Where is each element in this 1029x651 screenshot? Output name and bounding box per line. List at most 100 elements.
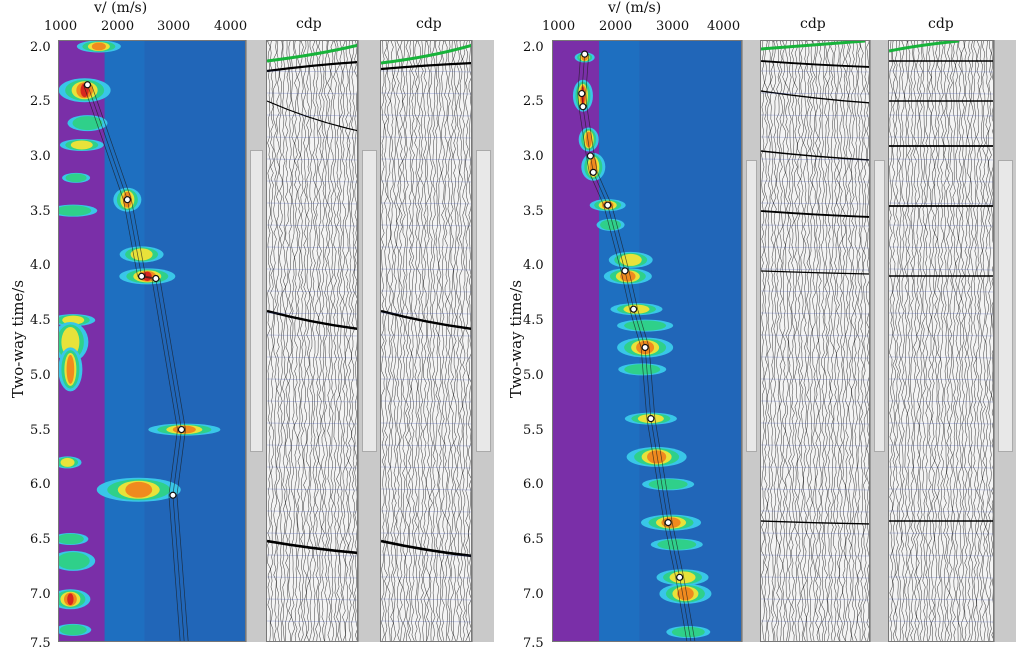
- semblance-blob: [59, 624, 87, 636]
- seismic-trace: [866, 41, 869, 641]
- right-y-tick-label: 4.5: [523, 313, 544, 328]
- scrollbar-thumb[interactable]: [250, 150, 263, 452]
- velocity-trend-line: [91, 84, 189, 641]
- left-scrollbar[interactable]: [246, 40, 266, 642]
- noise-line: [381, 400, 471, 403]
- mute-curve: [889, 41, 960, 53]
- seismic-trace: [860, 41, 864, 641]
- seismic-trace: [836, 41, 840, 641]
- seismic-trace: [809, 41, 813, 641]
- left-gather-2-scrollbar[interactable]: [472, 40, 494, 642]
- noise-line: [381, 598, 471, 601]
- right-axis-title: v/ (m/s): [608, 0, 662, 16]
- noise-line: [381, 554, 471, 557]
- noise-line: [267, 92, 357, 95]
- semblance-blob: [67, 593, 74, 606]
- noise-line: [889, 444, 993, 447]
- noise-line: [267, 114, 357, 117]
- reflection-event: [381, 539, 471, 558]
- seismic-trace: [827, 41, 831, 641]
- noise-line: [761, 114, 869, 117]
- seismic-trace: [797, 41, 801, 641]
- seismic-trace: [943, 41, 947, 641]
- seismic-trace: [462, 41, 466, 641]
- noise-line: [889, 488, 993, 491]
- noise-line: [889, 70, 993, 73]
- right-gather-1-scrollbar[interactable]: [870, 40, 888, 642]
- left-gather-1-label: cdp: [296, 16, 322, 32]
- right-y-tick-label: 6.0: [523, 477, 544, 492]
- noise-line: [889, 554, 993, 557]
- scrollbar-thumb[interactable]: [362, 150, 377, 452]
- seismic-trace: [892, 41, 896, 641]
- seismic-trace: [402, 41, 406, 641]
- noise-line: [381, 114, 471, 117]
- scrollbar-thumb[interactable]: [746, 160, 757, 452]
- noise-line: [267, 158, 357, 161]
- noise-line: [889, 180, 993, 183]
- noise-line: [267, 466, 357, 469]
- seismic-trace: [806, 41, 810, 641]
- scrollbar-thumb[interactable]: [874, 160, 885, 452]
- noise-line: [381, 576, 471, 579]
- mute-curve: [381, 43, 471, 65]
- noise-line: [381, 224, 471, 227]
- velocity-trend-line: [83, 84, 181, 641]
- seismic-trace: [450, 41, 454, 641]
- noise-line: [889, 312, 993, 315]
- seismic-trace: [297, 41, 301, 641]
- right-y-tick-label: 2.5: [523, 94, 544, 109]
- noise-line: [761, 312, 869, 315]
- seismic-trace: [456, 41, 460, 641]
- left-gather-1-scrollbar[interactable]: [358, 40, 380, 642]
- left-y-tick-label: 3.5: [30, 204, 51, 219]
- seismic-trace: [351, 41, 355, 641]
- seismic-trace: [979, 41, 983, 641]
- noise-line: [761, 158, 869, 161]
- noise-line: [889, 598, 993, 601]
- left-y-tick-label: 2.5: [30, 94, 51, 109]
- semblance-blob: [70, 140, 93, 150]
- seismic-trace: [381, 41, 385, 641]
- noise-line: [381, 158, 471, 161]
- seismic-trace: [459, 41, 463, 641]
- seismic-trace: [399, 41, 403, 641]
- semblance-blob: [59, 533, 84, 545]
- velocity-pick: [589, 168, 597, 176]
- scrollbar-thumb[interactable]: [476, 150, 491, 452]
- seismic-trace: [282, 41, 286, 641]
- seismic-trace: [312, 41, 316, 641]
- seismic-trace: [387, 41, 391, 641]
- seismic-trace: [955, 41, 959, 641]
- noise-line: [761, 488, 869, 491]
- seismic-trace: [411, 41, 415, 641]
- scrollbar-thumb[interactable]: [998, 160, 1013, 452]
- noise-line: [267, 598, 357, 601]
- left-velocity-spectrum: [59, 41, 245, 641]
- seismic-trace: [922, 41, 926, 641]
- seismic-trace: [895, 41, 899, 641]
- seismic-trace: [327, 41, 331, 641]
- velocity-pick: [586, 152, 595, 160]
- seismic-trace: [842, 41, 846, 641]
- seismic-trace: [830, 41, 834, 641]
- velocity-pick: [123, 196, 131, 204]
- noise-line: [267, 268, 357, 271]
- seismic-trace: [821, 41, 825, 641]
- reflection-event: [761, 210, 869, 218]
- noise-line: [381, 312, 471, 315]
- seismic-trace: [940, 41, 944, 641]
- right-scrollbar[interactable]: [742, 40, 760, 642]
- noise-line: [267, 510, 357, 513]
- seismic-trace: [973, 41, 977, 641]
- left-velocity-panel: [58, 40, 246, 642]
- seismic-trace: [420, 41, 424, 641]
- right-gather-2-traces: [889, 41, 993, 641]
- seismic-trace: [426, 41, 430, 641]
- noise-line: [889, 422, 993, 425]
- noise-line: [761, 70, 869, 73]
- left-x-tick-label: 3000: [157, 19, 191, 34]
- noise-line: [267, 224, 357, 227]
- right-gather-2-scrollbar[interactable]: [994, 40, 1016, 642]
- noise-line: [761, 290, 869, 293]
